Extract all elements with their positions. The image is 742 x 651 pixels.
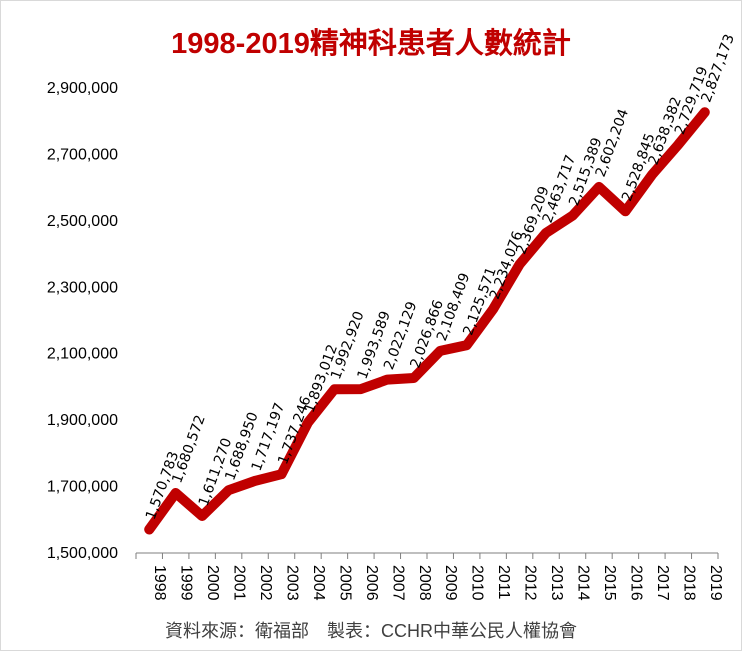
x-tick-label: 2007 — [389, 565, 406, 601]
source-note: 資料來源：衛福部 製表：CCHR中華公民人權協會 — [165, 621, 577, 641]
data-label: 1,680,572 — [169, 413, 208, 485]
x-tick-label: 2016 — [627, 565, 644, 601]
x-tick-label: 2009 — [442, 565, 459, 601]
y-tick-label: 2,300,000 — [47, 279, 118, 296]
x-tick-label: 2004 — [310, 565, 327, 601]
y-tick-label: 2,100,000 — [47, 346, 118, 363]
x-tick-label: 1998 — [151, 565, 168, 601]
x-tick-label: 2011 — [495, 565, 512, 600]
y-tick-label: 2,500,000 — [47, 213, 118, 230]
y-axis-labels: 1,500,000 1,700,000 1,900,000 2,100,000 2,30… — [47, 80, 118, 562]
series — [144, 107, 710, 535]
series-line — [144, 107, 710, 535]
x-tick-label: 2015 — [601, 565, 618, 601]
x-tick-label: 2017 — [654, 565, 671, 601]
x-tick-label: 2013 — [548, 565, 565, 601]
data-labels: 1,570,7831,680,5721,611,2701,688,9501,71… — [143, 32, 738, 522]
x-tick-label: 2014 — [575, 565, 592, 601]
x-tick-label: 2006 — [363, 565, 380, 601]
x-tick-label: 2001 — [231, 565, 248, 601]
chart-title: 1998-2019精神科患者人數統計 — [171, 28, 571, 60]
y-tick-label: 1,500,000 — [47, 545, 118, 562]
y-tick-label: 2,700,000 — [47, 146, 118, 163]
x-axis-labels: 1998 1999 2000 2001 2002 2003 2004 2005 2006 2007… — [151, 565, 724, 601]
y-tick-label: 1,700,000 — [47, 479, 118, 496]
x-tick-label: 2019 — [707, 565, 724, 601]
axes — [135, 552, 719, 559]
y-tick-label: 1,900,000 — [47, 412, 118, 429]
x-tick-label: 1999 — [178, 565, 195, 601]
x-tick-label: 2002 — [257, 565, 274, 601]
x-tick-label: 2012 — [522, 565, 539, 601]
x-tick-label: 2003 — [284, 565, 301, 601]
x-tick-label: 2000 — [204, 565, 221, 601]
y-tick-label: 2,900,000 — [47, 80, 118, 97]
x-tick-label: 2010 — [469, 565, 486, 601]
x-tick-label: 2005 — [336, 565, 353, 601]
x-tick-label: 2008 — [416, 565, 433, 601]
x-tick-label: 2018 — [680, 565, 697, 601]
